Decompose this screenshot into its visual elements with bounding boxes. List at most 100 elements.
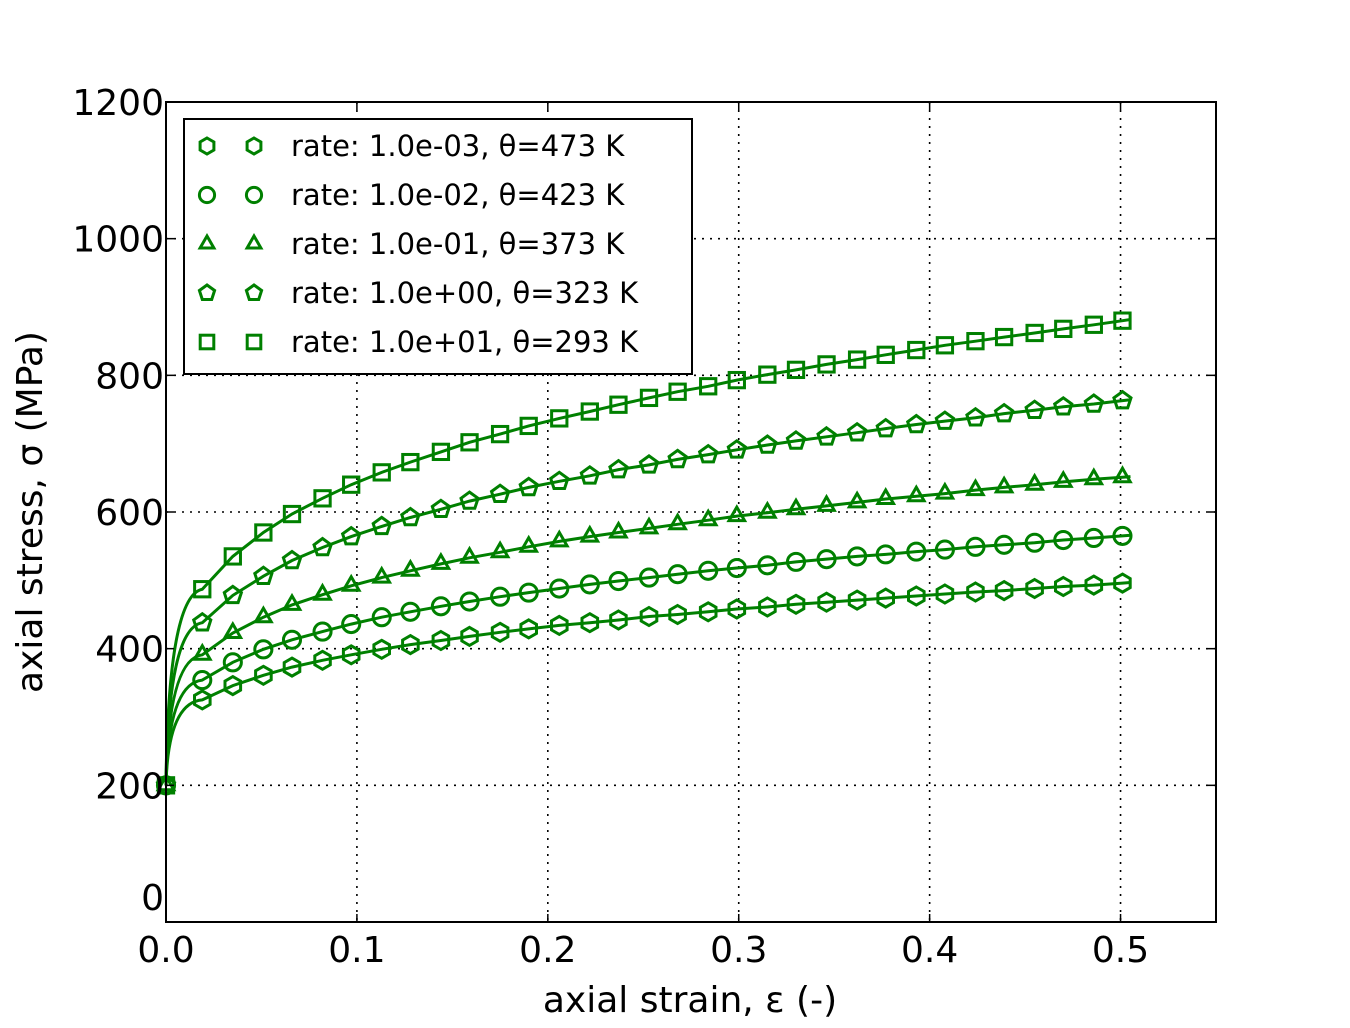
hexagon-marker [282,656,302,678]
hexagon-marker [313,649,332,672]
circle-marker [197,185,217,205]
square-marker [758,365,777,384]
x-tick-label: 0.3 [710,930,767,971]
hexagon-marker [460,625,479,648]
y-tick-label: 1200 [72,83,164,124]
hexagon-marker [431,629,451,652]
hexagon-marker [193,689,212,711]
pentagon-marker [222,584,244,605]
circle-marker [816,549,837,570]
pentagon-marker [875,417,897,438]
circle-marker [192,670,213,691]
circle-marker [608,570,629,592]
pentagon-marker [846,421,868,442]
legend-entry: rate: 1.0e+01, θ=293 K [198,325,639,359]
pentagon-marker [244,283,264,301]
pentagon-marker [197,283,217,301]
ticks: 0.0 0.1 0.2 0.3 0.4 0.5 0 200 400 600 800 1000 1200 [72,83,1216,971]
circle-marker [312,621,333,642]
legend-label: rate: 1.0e-03, θ=473 K [291,129,625,163]
pentagon-marker [816,425,837,446]
square-marker [193,580,212,599]
triangle-marker [726,504,748,523]
triangle-marker [993,475,1015,494]
circle-marker [757,555,778,576]
pentagon-marker [934,410,956,430]
hexagon-marker [935,583,955,605]
triangle-marker [1083,467,1105,486]
y-axis-label: axial stress, σ (MPa) [10,331,51,693]
pentagon-marker [371,515,393,536]
pentagon-marker [253,565,274,585]
square-marker [1084,315,1103,334]
hexagon-marker [966,581,985,603]
pentagon-marker [608,458,629,479]
series-triangle [155,465,1133,792]
hexagon-marker [698,601,718,623]
square-marker [668,382,687,401]
legend-label: rate: 1.0e-01, θ=373 K [291,227,625,261]
circle-marker [698,560,719,581]
triangle-marker [1112,465,1133,484]
square-marker [519,416,538,436]
square-marker [223,547,242,566]
circle-marker [847,546,868,567]
hexagon-marker [758,596,777,618]
triangle-marker [253,605,274,624]
pentagon-marker [785,430,807,450]
circle-marker [638,567,660,588]
circle-marker [281,629,303,650]
y-tick-label: 800 [95,356,164,397]
triangle-marker [548,529,570,548]
series-line [164,533,1131,786]
pentagon-marker [697,443,719,464]
hexagon-marker [907,585,926,607]
hexagon-marker [223,674,243,697]
square-marker [1025,323,1044,343]
square-marker [639,388,659,408]
circle-marker [1112,525,1133,546]
square-marker [550,409,569,428]
circle-marker [1024,532,1045,553]
circle-marker [222,652,243,673]
series-hexagon [156,572,1132,797]
pentagon-marker [667,448,688,469]
square-marker [460,433,479,452]
square-marker [907,340,926,360]
triangle-marker [222,621,244,639]
pentagon-marker [191,611,213,632]
square-marker [727,370,746,390]
triangle-marker [197,232,217,250]
x-tick-label: 0.0 [137,930,194,971]
square-marker [431,442,451,462]
hexagon-marker [786,593,806,616]
triangle-marker [875,487,897,505]
y-tick-label: 200 [95,766,164,807]
hexagon-marker [550,614,569,637]
triangle-marker [785,497,807,516]
hexagon-marker [609,609,628,631]
pentagon-marker [1024,399,1045,419]
square-marker [282,504,302,524]
hexagon-marker [401,633,420,656]
pentagon-marker [400,506,421,527]
x-tick-label: 0.5 [1092,930,1149,971]
legend-label: rate: 1.0e+00, θ=323 K [291,276,639,310]
square-marker [935,336,955,355]
x-tick-label: 0.2 [519,930,576,971]
hexagon-marker [817,591,836,613]
pentagon-marker [726,438,748,459]
square-marker [490,424,510,444]
square-marker [994,327,1014,347]
hexagon-marker [727,598,747,620]
square-marker [254,523,273,542]
triangle-marker [965,478,986,497]
pentagon-marker [430,498,452,518]
triangle-marker [340,573,362,592]
circle-marker [1053,529,1074,551]
circle-marker [875,544,896,565]
hexagon-marker [341,644,361,666]
legend-label: rate: 1.0e+01, θ=293 K [291,325,639,359]
pentagon-marker [281,549,303,570]
